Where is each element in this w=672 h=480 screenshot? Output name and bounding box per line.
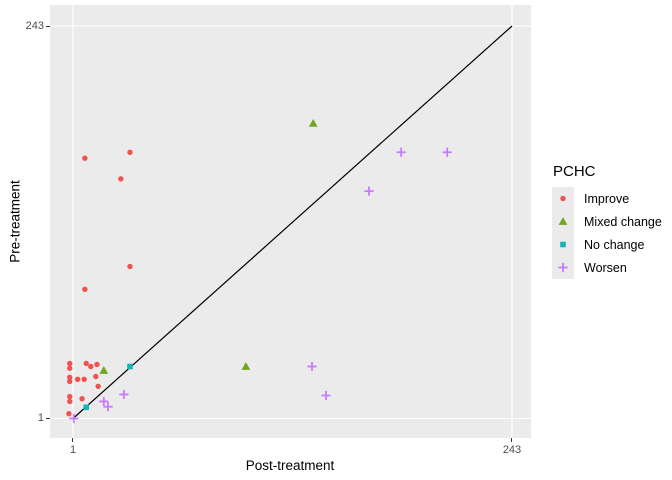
y-tick-mark-1 xyxy=(46,418,50,419)
point-improve xyxy=(67,374,73,380)
plot-area-svg xyxy=(50,5,531,438)
y-tick-label-1: 1 xyxy=(37,412,44,424)
point-worsen xyxy=(321,390,331,401)
point-improve xyxy=(82,286,88,292)
plot-panel xyxy=(50,5,531,438)
point-worsen xyxy=(396,147,406,157)
point-worsen xyxy=(442,147,452,157)
point-improve xyxy=(94,361,100,368)
point-mixed-change xyxy=(308,118,318,127)
point-no-change xyxy=(127,363,133,370)
y-tick-label-243: 243 xyxy=(25,20,44,32)
point-improve xyxy=(67,360,73,367)
x-axis-title: Post-treatment xyxy=(245,458,335,473)
legend-label-mixed-change: Mixed change xyxy=(584,214,662,229)
point-improve xyxy=(67,398,73,405)
legend-key-no-change xyxy=(552,233,574,256)
point-worsen xyxy=(69,413,79,424)
x-tick-label-1: 1 xyxy=(69,444,77,456)
legend-label-improve: Improve xyxy=(584,191,630,206)
x-tick-mark-243 xyxy=(511,438,512,442)
y-axis-title: Pre-treatment xyxy=(7,180,23,263)
point-improve xyxy=(93,373,99,380)
y-tick-mark-243 xyxy=(46,26,50,27)
legend-key-mixed-change xyxy=(552,210,574,233)
legend-label-no-change: No change xyxy=(584,237,645,252)
point-improve xyxy=(79,395,85,402)
point-improve xyxy=(118,176,124,182)
point-worsen xyxy=(103,402,113,412)
point-worsen xyxy=(119,389,129,400)
legend-label-worsen: Worsen xyxy=(584,260,627,275)
point-improve xyxy=(83,360,89,367)
legend-title: PCHC xyxy=(553,163,596,180)
point-improve xyxy=(88,363,94,370)
legend-key-worsen xyxy=(552,256,574,279)
x-tick-label-243: 243 xyxy=(502,444,522,456)
point-no-change xyxy=(83,404,90,411)
square-icon xyxy=(560,241,566,248)
point-improve xyxy=(67,378,73,385)
triangle-icon xyxy=(558,217,568,225)
legend: PCHC Improve Mixed change No change Worsen xyxy=(552,163,662,279)
point-improve xyxy=(95,383,101,389)
point-improve xyxy=(127,263,133,270)
point-improve xyxy=(67,365,73,371)
point-mixed-change xyxy=(241,362,251,370)
point-improve xyxy=(127,149,133,155)
point-improve xyxy=(66,410,72,417)
point-improve xyxy=(81,376,87,383)
identity-line xyxy=(72,25,513,419)
point-worsen xyxy=(99,396,109,407)
point-mixed-change xyxy=(99,366,109,374)
point-improve xyxy=(74,376,81,383)
legend-item-improve: Improve xyxy=(552,187,662,210)
x-tick-mark-1 xyxy=(72,438,73,442)
point-worsen xyxy=(364,186,374,196)
plus-icon xyxy=(558,262,568,273)
legend-items: Improve Mixed change No change Worsen xyxy=(552,187,662,279)
point-worsen xyxy=(307,361,317,372)
point-improve xyxy=(67,393,73,400)
legend-item-no-change: No change xyxy=(552,233,662,256)
legend-item-mixed-change: Mixed change xyxy=(552,210,662,233)
circle-icon xyxy=(560,195,566,202)
legend-key-improve xyxy=(552,187,574,210)
point-improve xyxy=(82,155,88,161)
legend-item-worsen: Worsen xyxy=(552,256,662,279)
